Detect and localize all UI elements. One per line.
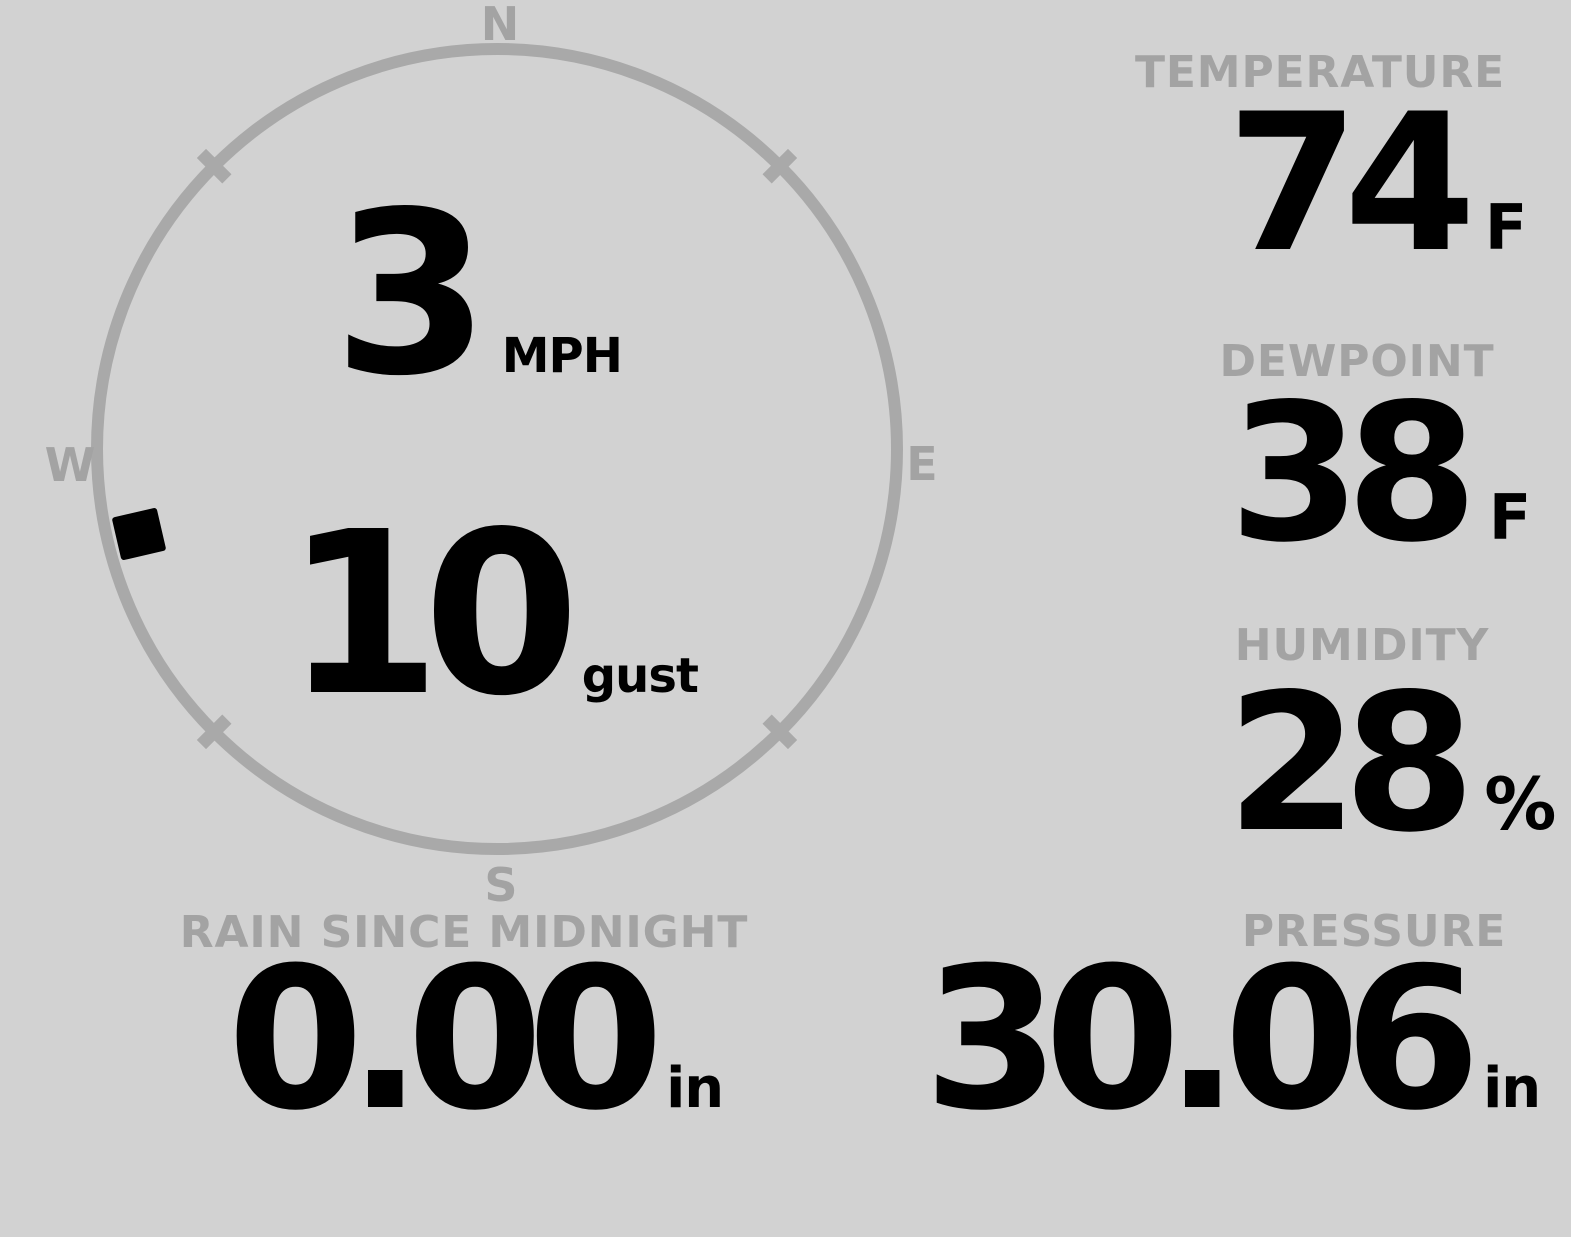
compass-tick-sw [196, 714, 232, 750]
wind-compass: N E S W [45, 0, 938, 912]
pressure-unit: in [1483, 1056, 1541, 1121]
humidity-value: 28 [1226, 653, 1475, 874]
compass-label-south: S [484, 858, 517, 912]
rain-value: 0.00 [227, 926, 664, 1154]
rain-unit: in [666, 1056, 724, 1121]
compass-ring [91, 43, 903, 855]
humidity-row: 28% [1226, 653, 1556, 874]
wind-speed-value: 3 [333, 164, 490, 426]
wind-gust-unit: gust [581, 648, 699, 704]
temperature-label: TEMPERATURE [1134, 47, 1506, 98]
wind-speed-row: 3 MPH [333, 164, 623, 426]
temperature-row: 74 F [1226, 73, 1527, 294]
pressure-label: PRESSURE [1241, 906, 1507, 957]
wind-gust-row: 10 gust [284, 484, 699, 746]
wind-gust-value: 10 [284, 484, 580, 746]
pressure-value: 30.06 [923, 926, 1481, 1154]
wind-direction-marker-icon [112, 507, 166, 561]
rain-since-midnight-label: RAIN SINCE MIDNIGHT [179, 907, 749, 958]
compass-intercardinal-ticks [196, 148, 798, 750]
dewpoint-value: 38 [1228, 363, 1478, 584]
wind-speed-unit: MPH [501, 328, 623, 384]
temperature-unit: F [1484, 191, 1527, 264]
dewpoint-unit: F [1488, 481, 1531, 554]
pressure-row: 30.06 in [923, 926, 1542, 1154]
compass-label-north: N [481, 0, 520, 51]
compass-tick-ne [762, 148, 798, 184]
compass-tick-se [762, 714, 798, 750]
dewpoint-label: DEWPOINT [1219, 336, 1495, 387]
compass-tick-nw [196, 148, 232, 184]
humidity-label: HUMIDITY [1234, 620, 1490, 671]
compass-label-west: W [45, 438, 96, 492]
dewpoint-row: 38 F [1228, 363, 1531, 584]
rain-since-midnight-row: 0.00 in [227, 926, 724, 1154]
humidity-unit: % [1484, 762, 1556, 846]
temperature-value: 74 [1226, 73, 1476, 294]
compass-label-east: E [906, 437, 937, 491]
